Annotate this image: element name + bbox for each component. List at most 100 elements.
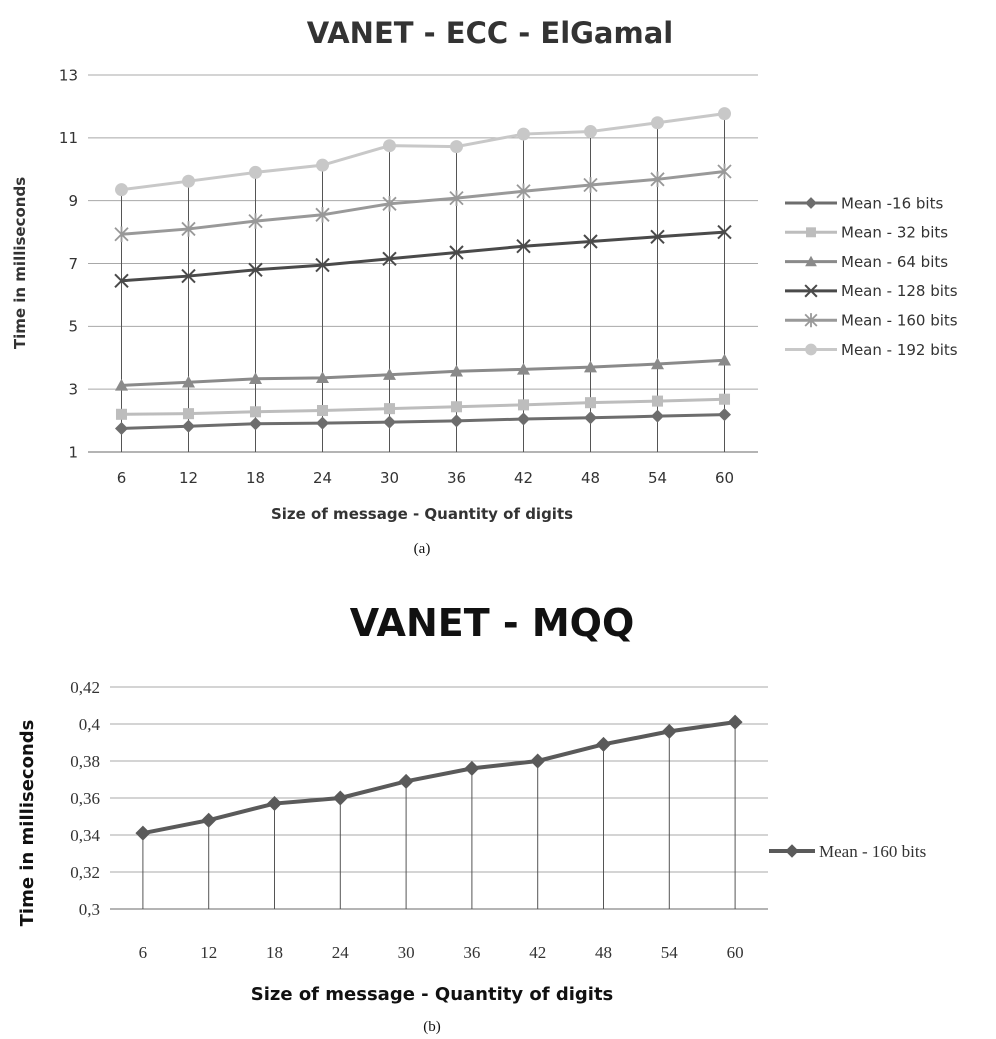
chart-b-legend-item: Mean - 160 bits — [769, 842, 926, 861]
chart-a-data-point — [315, 257, 330, 273]
chart-b-series-line — [142, 720, 736, 836]
chart-a-data-point — [584, 360, 597, 373]
chart-a-data-point — [115, 408, 128, 420]
chart-b-data-point — [135, 825, 151, 841]
chart-a-data-point — [181, 221, 196, 237]
chart-a-x-tick-label: 36 — [447, 469, 466, 487]
chart-a-data-point — [383, 139, 396, 153]
chart-b-title: VANET - MQQ — [350, 601, 635, 645]
chart-a-y-tick-label: 7 — [68, 255, 78, 273]
chart-a-title: VANET - ECC - ElGamal — [307, 16, 673, 50]
chart-a-series-line — [121, 358, 725, 387]
chart-b-y-tick-label: 0,32 — [70, 863, 100, 882]
chart-a-series-line — [121, 169, 725, 236]
chart-a-data-point — [450, 401, 463, 413]
chart-a-data-point — [583, 177, 598, 193]
chart-b-x-tick-label: 30 — [398, 943, 415, 962]
chart-a-data-point — [248, 213, 263, 229]
chart-b-y-tick-label: 0,3 — [79, 900, 100, 919]
chart-a-data-point — [517, 412, 530, 426]
chart-a-y-tick-label: 13 — [59, 66, 78, 84]
chart-a-series-3 — [115, 353, 731, 391]
chart-b-y-tick-label: 0,34 — [70, 826, 100, 845]
chart-a-legend-marker — [805, 197, 817, 209]
chart-b: VANET - MQQ Time in milliseconds Size of… — [17, 601, 926, 1035]
chart-a-legend-label: Mean - 128 bits — [841, 282, 958, 300]
chart-a-data-point — [583, 234, 598, 249]
chart-a-legend-label: Mean -16 bits — [841, 194, 943, 212]
chart-a: VANET - ECC - ElGamal Time in millisecon… — [11, 16, 958, 557]
chart-b-x-tick-label: 24 — [332, 943, 350, 962]
chart-b-x-tick-label: 18 — [266, 943, 283, 962]
chart-a-data-point — [651, 395, 664, 407]
chart-a-data-point — [249, 165, 262, 179]
chart-a-legend-item: Mean - 128 bits — [785, 282, 958, 300]
chart-a-data-point — [450, 140, 463, 154]
chart-a-y-axis-label: Time in milliseconds — [11, 177, 29, 349]
chart-a-series-2 — [115, 393, 731, 420]
chart-a-data-point — [650, 171, 665, 188]
chart-a-x-axis-label: Size of message - Quantity of digits — [271, 505, 573, 523]
chart-a-data-point — [248, 262, 263, 277]
chart-b-legend-label: Mean - 160 bits — [819, 842, 926, 861]
chart-a-y-tick-label: 9 — [68, 192, 78, 210]
chart-a-legend-marker — [805, 343, 817, 356]
chart-a-y-tick-label: 5 — [68, 318, 78, 336]
chart-a-legend-item: Mean - 64 bits — [785, 253, 948, 271]
chart-a-data-point — [449, 190, 464, 206]
chart-b-y-axis-label: Time in milliseconds — [17, 720, 38, 927]
chart-a-data-point — [383, 368, 396, 380]
chart-a-data-point — [651, 409, 664, 423]
chart-a-data-point — [316, 405, 329, 417]
chart-a-x-tick-label: 54 — [648, 469, 667, 487]
chart-a-legend-item: Mean - 192 bits — [785, 341, 958, 359]
chart-a-legend-marker — [804, 313, 818, 328]
chart-a-data-point — [717, 224, 732, 240]
chart-a-data-point — [182, 419, 195, 433]
chart-b-data-point — [727, 714, 743, 730]
chart-a-data-point — [516, 183, 531, 200]
chart-a-data-point — [181, 268, 196, 284]
chart-b-x-tick-label: 54 — [661, 943, 679, 962]
chart-a-series-line — [121, 230, 725, 283]
chart-a-data-point — [316, 416, 329, 430]
chart-a-data-point — [584, 411, 597, 425]
chart-a-caption: (a) — [414, 541, 431, 557]
chart-a-data-point — [114, 226, 129, 243]
chart-a-legend-item: Mean - 160 bits — [785, 311, 958, 329]
chart-b-x-tick-label: 60 — [727, 943, 744, 962]
chart-b-data-point — [201, 812, 217, 828]
chart-b-y-tick-label: 0,4 — [79, 715, 101, 734]
chart-b-data-point — [530, 753, 546, 769]
chart-b-data-point — [464, 760, 480, 776]
chart-a-data-point — [450, 364, 463, 377]
chart-b-y-tick-label: 0,38 — [70, 752, 100, 771]
chart-b-data-point — [398, 773, 414, 789]
chart-a-data-point — [316, 371, 329, 384]
chart-a-data-point — [718, 408, 731, 422]
chart-a-x-tick-label: 6 — [117, 469, 127, 487]
chart-a-legend-marker — [804, 284, 818, 298]
chart-a-x-tick-label: 24 — [313, 469, 332, 487]
chart-a-data-point — [249, 372, 262, 384]
chart-b-series-1 — [135, 714, 743, 841]
chart-a-legend-marker — [806, 227, 816, 238]
chart-a-data-point — [182, 174, 195, 188]
chart-a-y-tick-label: 11 — [59, 129, 78, 147]
chart-a-legend-label: Mean - 192 bits — [841, 341, 958, 359]
chart-a-data-point — [382, 196, 397, 212]
chart-a-x-tick-label: 42 — [514, 469, 533, 487]
chart-a-data-point — [584, 397, 597, 409]
chart-b-legend-marker — [785, 844, 799, 858]
chart-b-x-tick-label: 6 — [139, 943, 148, 962]
chart-a-x-tick-label: 18 — [246, 469, 265, 487]
chart-a-series-line — [121, 397, 725, 416]
chart-b-data-point — [332, 790, 348, 806]
chart-b-y-tick-label: 0,36 — [70, 789, 100, 808]
chart-a-series-line — [121, 112, 725, 192]
chart-a-data-point — [584, 125, 597, 139]
chart-a-data-point — [517, 127, 530, 141]
chart-b-y-tick-label: 0,42 — [70, 678, 100, 697]
chart-a-data-point — [249, 417, 262, 431]
chart-b-x-tick-label: 48 — [595, 943, 612, 962]
